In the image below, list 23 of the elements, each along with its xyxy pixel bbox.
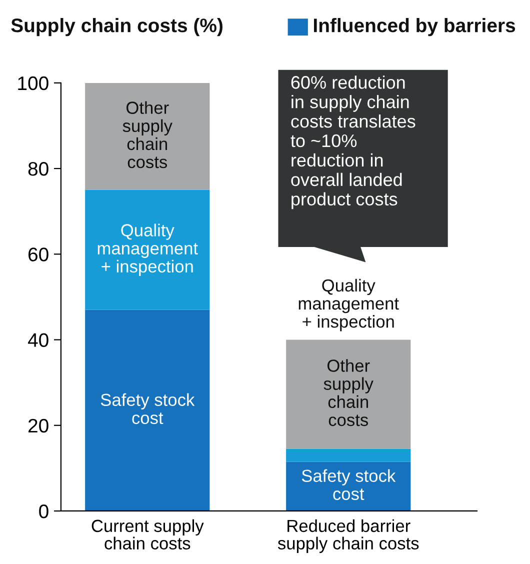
annotation: 60% reduction in supply chain costs translates to ~10% reduction in overall landed product costs bbox=[290, 76, 416, 210]
series-label: Safety stock cost bbox=[302, 469, 396, 500]
y-tick-label: 0 bbox=[39, 504, 48, 518]
bar bbox=[85, 310, 210, 511]
text: Safety stock cost bbox=[100, 393, 195, 424]
y-tick-label: 60 bbox=[28, 248, 48, 262]
y-tick-label: 80 bbox=[28, 162, 48, 176]
chart-title: Supply chain costs (%) bbox=[11, 18, 222, 36]
series-label: Other supply chain costs bbox=[122, 101, 172, 168]
bar bbox=[286, 340, 411, 449]
x-tick-label: Current supply chain costs bbox=[92, 519, 204, 550]
y-tick-label: 20 bbox=[28, 418, 48, 433]
bar bbox=[85, 82, 210, 190]
y-tick-label: 40 bbox=[28, 333, 48, 347]
text: Other supply chain costs bbox=[324, 359, 374, 426]
x-tick-label: Reduced barrier supply chain costs bbox=[278, 519, 419, 553]
series-label: Quality management + inspection bbox=[98, 224, 198, 276]
text: Influenced by barriers bbox=[314, 18, 516, 36]
y-tick-label: 100 bbox=[18, 76, 48, 90]
text: Quality management + inspection bbox=[298, 278, 399, 332]
bar bbox=[286, 462, 411, 511]
bar bbox=[85, 190, 210, 310]
bar bbox=[286, 448, 411, 462]
